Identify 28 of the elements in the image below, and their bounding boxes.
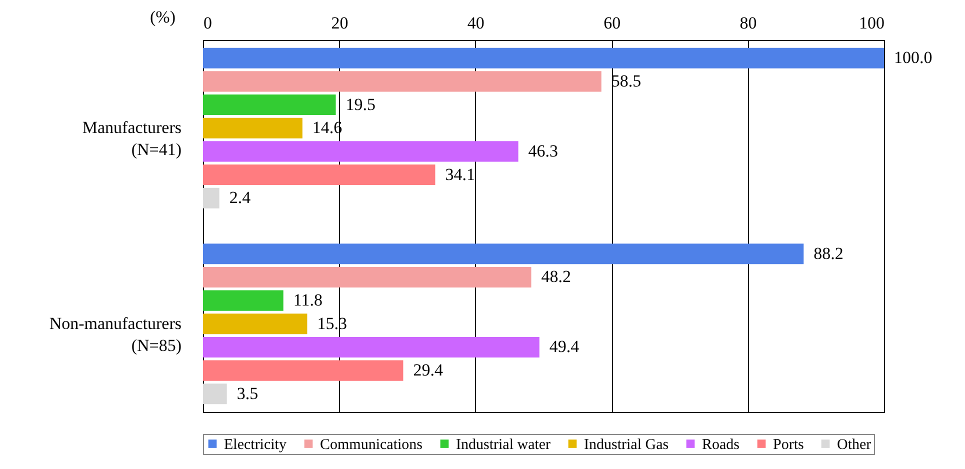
x-tick-label: 80 — [740, 14, 757, 32]
x-axis-title: (%) — [150, 8, 176, 26]
data-label: 3.5 — [236, 384, 258, 403]
legend-label: Industrial Gas — [584, 436, 669, 453]
data-label: 29.4 — [413, 360, 444, 380]
legend-label: Industrial water — [456, 436, 551, 453]
y-tick-label: Manufacturers (N=41) — [82, 118, 182, 160]
legend-label: Ports — [773, 436, 804, 453]
x-tick-label: 20 — [331, 14, 348, 32]
data-label: 88.2 — [814, 244, 844, 263]
x-tick-label: 40 — [467, 14, 484, 32]
data-label: 100.0 — [894, 48, 932, 68]
x-tick-label: 60 — [604, 14, 621, 32]
x-tick-label: 100 — [859, 14, 884, 32]
x-tick-label: 0 — [204, 14, 212, 32]
data-label: 11.8 — [293, 290, 322, 310]
data-label: 46.3 — [528, 141, 558, 160]
legend-label: Roads — [702, 436, 740, 453]
legend-label: Communications — [320, 436, 423, 453]
legend-label: Electricity — [224, 436, 287, 453]
y-tick-label: Non-manufacturers (N=85) — [49, 314, 182, 355]
data-label: 34.1 — [445, 164, 475, 184]
data-label: 49.4 — [549, 337, 580, 356]
legend-label: Other — [837, 436, 872, 453]
data-label: 48.2 — [541, 267, 571, 286]
data-label: 58.5 — [611, 71, 642, 90]
data-label: 2.4 — [229, 188, 252, 208]
data-label: 19.5 — [346, 94, 376, 114]
